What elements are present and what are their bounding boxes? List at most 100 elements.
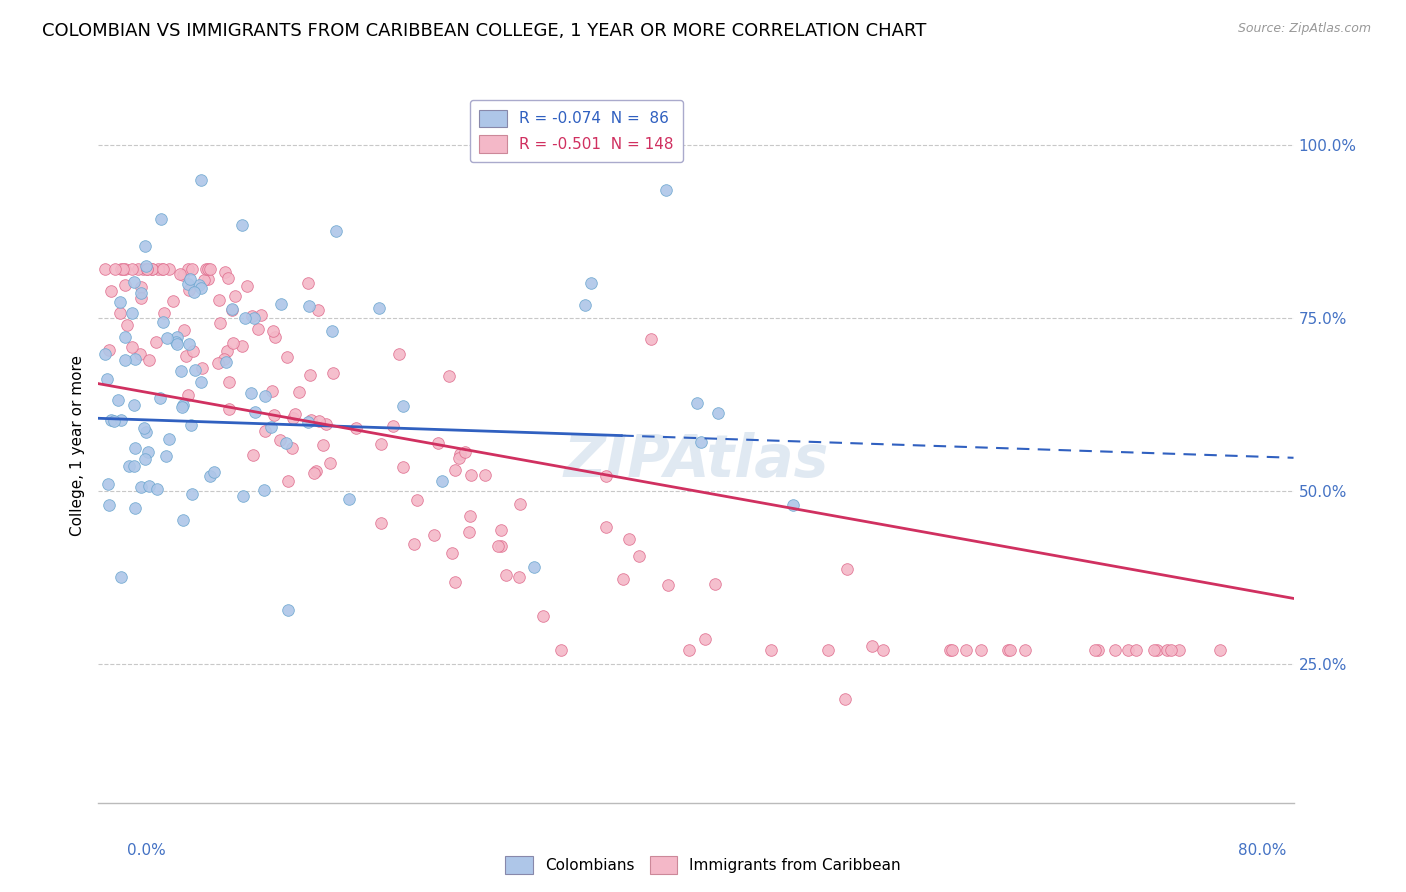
Point <box>260 420 283 434</box>
Point <box>173 323 195 337</box>
Point <box>166 337 188 351</box>
Point <box>118 458 141 473</box>
Text: 80.0%: 80.0% <box>1239 843 1286 858</box>
Point <box>297 415 319 429</box>
Point <box>145 482 167 496</box>
Point <box>955 643 977 657</box>
Point <box>193 273 215 287</box>
Point <box>135 425 157 439</box>
Point <box>100 413 122 427</box>
Point <box>148 391 170 405</box>
Point <box>207 356 229 370</box>
Point <box>214 351 236 366</box>
Point <box>284 407 307 421</box>
Point <box>430 474 453 488</box>
Point <box>276 350 298 364</box>
Point <box>103 414 125 428</box>
Point <box>197 262 219 277</box>
Point <box>308 414 330 428</box>
Point <box>108 306 131 320</box>
Point <box>107 393 129 408</box>
Point <box>240 309 263 323</box>
Point <box>129 285 152 300</box>
Point <box>508 570 530 584</box>
Point <box>458 508 481 523</box>
Point <box>114 329 136 343</box>
Point <box>231 338 253 352</box>
Point <box>177 388 200 402</box>
Point <box>138 353 160 368</box>
Text: ZIPAtlas: ZIPAtlas <box>564 432 828 489</box>
Point <box>246 321 269 335</box>
Point <box>253 389 276 403</box>
Point <box>531 609 554 624</box>
Point <box>110 570 132 584</box>
Point <box>315 417 337 431</box>
Point <box>136 262 159 277</box>
Point <box>704 576 727 591</box>
Point <box>204 465 226 479</box>
Point <box>187 278 209 293</box>
Point <box>152 314 174 328</box>
Point <box>96 372 118 386</box>
Point <box>114 352 136 367</box>
Point <box>242 448 264 462</box>
Point <box>1116 643 1139 657</box>
Point <box>243 311 266 326</box>
Point <box>190 280 212 294</box>
Point <box>177 277 200 291</box>
Point <box>111 262 134 277</box>
Point <box>689 434 711 449</box>
Point <box>444 574 467 589</box>
Point <box>218 376 240 390</box>
Point <box>169 268 191 282</box>
Point <box>998 643 1021 657</box>
Point <box>134 420 156 434</box>
Text: 0.0%: 0.0% <box>127 843 166 858</box>
Point <box>138 479 160 493</box>
Point <box>232 489 254 503</box>
Point <box>997 643 1019 657</box>
Point <box>170 401 193 415</box>
Point <box>208 293 231 308</box>
Point <box>194 262 217 277</box>
Point <box>221 303 243 318</box>
Point <box>447 451 470 466</box>
Point <box>170 364 193 378</box>
Point <box>217 271 239 285</box>
Point <box>495 568 517 582</box>
Point <box>157 262 180 277</box>
Point <box>156 331 179 345</box>
Point <box>114 277 136 292</box>
Point <box>224 289 246 303</box>
Point <box>834 691 856 706</box>
Point <box>134 452 156 467</box>
Point <box>1104 643 1126 657</box>
Point <box>837 562 859 576</box>
Point <box>276 435 298 450</box>
Point <box>222 335 245 350</box>
Point <box>150 262 173 277</box>
Point <box>165 334 187 349</box>
Point <box>191 361 214 376</box>
Y-axis label: College, 1 year or more: College, 1 year or more <box>69 356 84 536</box>
Point <box>177 262 200 277</box>
Point <box>183 362 205 376</box>
Point <box>166 330 188 344</box>
Point <box>198 468 221 483</box>
Point <box>640 332 662 346</box>
Point <box>938 643 960 657</box>
Point <box>427 436 450 450</box>
Point <box>1146 643 1168 657</box>
Point <box>862 639 884 653</box>
Point <box>263 330 285 344</box>
Point <box>522 559 544 574</box>
Point <box>1208 643 1230 657</box>
Point <box>132 262 155 277</box>
Point <box>486 539 509 553</box>
Point <box>325 224 347 238</box>
Point <box>172 398 194 412</box>
Point <box>627 549 650 564</box>
Point <box>100 285 122 299</box>
Point <box>172 268 194 283</box>
